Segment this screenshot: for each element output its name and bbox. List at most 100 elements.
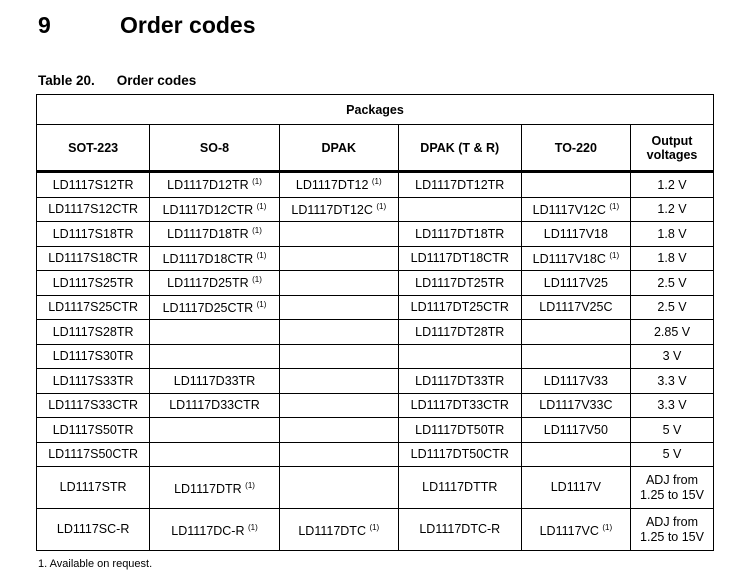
table-cell <box>278 294 399 320</box>
table-cell: LD1117S50CTR <box>35 441 151 467</box>
table-cell <box>149 343 280 369</box>
table-cell: LD1117SC-R <box>35 508 151 551</box>
table-cell: LD1117V <box>520 466 632 509</box>
column-header: DPAK <box>278 124 399 173</box>
table-cell: LD1117DC-R (1) <box>149 508 280 551</box>
table-cell: LD1117DTC (1) <box>278 508 399 551</box>
table-cell <box>149 417 280 443</box>
table-cell: LD1117DTR (1) <box>149 466 280 509</box>
table-cell: 2.85 V <box>630 319 714 345</box>
table-cell: LD1117DT50TR <box>397 417 522 443</box>
table-cell: 2.5 V <box>630 294 714 320</box>
table-cell <box>520 343 632 369</box>
table-cell: LD1117DT25CTR <box>397 294 522 320</box>
table-title: Order codes <box>116 73 197 88</box>
table-cell: 3.3 V <box>630 392 714 418</box>
table-cell: LD1117DTTR <box>397 466 522 509</box>
section-title: Order codes <box>120 12 256 38</box>
table-cell: ADJ from 1.25 to 15V <box>630 466 714 509</box>
table-cell <box>278 319 399 345</box>
packages-header: Packages <box>36 94 714 125</box>
table-cell: LD1117DTC-R <box>397 508 522 551</box>
table-cell: LD1117S25TR <box>35 270 151 296</box>
table-cell: LD1117DT33TR <box>397 368 522 394</box>
table-cell: LD1117DT50CTR <box>397 441 522 467</box>
table-cell <box>149 441 280 467</box>
table-cell: LD1117DT25TR <box>397 270 522 296</box>
table-cell: LD1117DT18TR <box>397 221 522 247</box>
table-cell <box>397 343 522 369</box>
table-cell: 3.3 V <box>630 368 714 394</box>
table-cell: LD1117DT12TR <box>397 171 522 198</box>
table-cell: 3 V <box>630 343 714 369</box>
table-cell: ADJ from 1.25 to 15V <box>630 508 714 551</box>
column-header: Output voltages <box>630 124 714 173</box>
table-row: LD1117S25TR LD1117D25TR (1) LD1117DT25TR LD… <box>35 270 714 296</box>
table-row: LD1117S33TR LD1117D33TR LD1117DT33TR LD1117… <box>35 368 714 394</box>
table-cell: LD1117S28TR <box>35 319 151 345</box>
table-cell: LD1117D12CTR (1) <box>149 196 280 222</box>
table-cell: LD1117V18C (1) <box>520 245 632 271</box>
table-cell <box>278 417 399 443</box>
table-cell: LD1117S12CTR <box>35 196 151 222</box>
table-row: LD1117S12TR LD1117D12TR (1) LD1117DT12 (1)… <box>35 171 714 198</box>
column-header: DPAK (T & R) <box>397 124 522 173</box>
table-cell <box>520 171 632 198</box>
table-cell: LD1117DT33CTR <box>397 392 522 418</box>
table-cell: 2.5 V <box>630 270 714 296</box>
table-row: LD1117STR LD1117DTR (1) LD1117DTTR LD1117V A… <box>35 466 714 509</box>
table-cell: LD1117S30TR <box>35 343 151 369</box>
table-cell: LD1117S12TR <box>35 171 151 198</box>
table-cell: LD1117VC (1) <box>520 508 632 551</box>
table-cell: LD1117V25C <box>520 294 632 320</box>
table-cell: 1.2 V <box>630 196 714 222</box>
table-cell <box>278 245 399 271</box>
table-cell: LD1117V50 <box>520 417 632 443</box>
table-cell: LD1117S25CTR <box>35 294 151 320</box>
table-cell: LD1117D25TR (1) <box>149 270 280 296</box>
section-heading: 9 Order codes <box>38 12 256 39</box>
column-header: TO-220 <box>520 124 632 173</box>
table-cell: LD1117S18TR <box>35 221 151 247</box>
table-cell: LD1117D33CTR <box>149 392 280 418</box>
table-row: LD1117S50CTR LD1117DT50CTR 5 V <box>35 441 714 467</box>
table-cell: LD1117DT12C (1) <box>278 196 399 222</box>
table-cell: LD1117S18CTR <box>35 245 151 271</box>
table-row: LD1117S50TR LD1117DT50TR LD1117V50 5 V <box>35 417 714 443</box>
table-row: LD1117S28TR LD1117DT28TR 2.85 V <box>35 319 714 345</box>
table-cell: LD1117D18CTR (1) <box>149 245 280 271</box>
table-cell: LD1117DT12 (1) <box>278 171 399 198</box>
table-row: LD1117S30TR 3 V <box>35 343 714 369</box>
table-cell <box>520 441 632 467</box>
table-cell: LD1117D18TR (1) <box>149 221 280 247</box>
column-header: SOT-223 <box>35 124 151 173</box>
table-cell <box>278 343 399 369</box>
table-cell <box>397 196 522 222</box>
table-cell <box>278 221 399 247</box>
table-cell: 1.2 V <box>630 171 714 198</box>
table-cell: LD1117DT28TR <box>397 319 522 345</box>
table-cell: LD1117D33TR <box>149 368 280 394</box>
table-cell: LD1117S33CTR <box>35 392 151 418</box>
table-cell <box>278 368 399 394</box>
table-cell: LD1117V18 <box>520 221 632 247</box>
table-row: LD1117SC-R LD1117DC-R (1) LD1117DTC (1) LD1… <box>35 508 714 551</box>
table-row: LD1117S18CTR LD1117D18CTR (1) LD1117DT18CT… <box>35 245 714 271</box>
table-cell: LD1117V33C <box>520 392 632 418</box>
table-cell: LD1117S33TR <box>35 368 151 394</box>
table-label: Table 20. <box>38 73 95 88</box>
table-cell <box>149 319 280 345</box>
table-cell: 1.8 V <box>630 245 714 271</box>
table-caption: Table 20. Order codes <box>38 73 196 88</box>
table-cell: LD1117V33 <box>520 368 632 394</box>
table-cell: LD1117V12C (1) <box>520 196 632 222</box>
table-row: LD1117S18TR LD1117D18TR (1) LD1117DT18TR LD… <box>35 221 714 247</box>
table-cell: LD1117STR <box>35 466 151 509</box>
table-cell: LD1117D12TR (1) <box>149 171 280 198</box>
table-row: LD1117S25CTR LD1117D25CTR (1) LD1117DT25CT… <box>35 294 714 320</box>
table-cell: LD1117DT18CTR <box>397 245 522 271</box>
column-header: SO-8 <box>149 124 280 173</box>
table-cell: LD1117D25CTR (1) <box>149 294 280 320</box>
table-cell <box>278 270 399 296</box>
table-row: LD1117S12CTR LD1117D12CTR (1) LD1117DT12C … <box>35 196 714 222</box>
